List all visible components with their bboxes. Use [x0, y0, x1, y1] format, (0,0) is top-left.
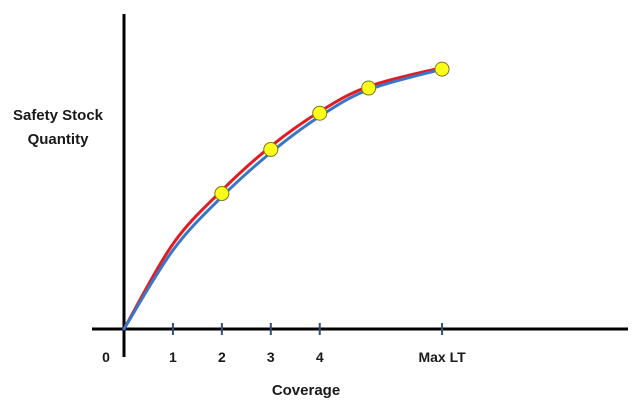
marker-4 [361, 80, 377, 96]
origin-label: 0 [102, 349, 110, 365]
y-axis-label: Safety Stock Quantity [4, 104, 112, 152]
x-tick-label-2: 2 [218, 349, 226, 365]
x-tick-label-3: 3 [267, 349, 275, 365]
x-tick-labels: 1 2 3 4 Max LT [169, 349, 466, 365]
x-tick-label-4: 4 [316, 349, 324, 365]
x-axis-label: Coverage [272, 382, 340, 399]
y-axis-label-line-2: Quantity [27, 131, 89, 148]
x-tick-label-5: Max LT [418, 349, 466, 365]
curves [122, 66, 444, 331]
x-tick-label-1: 1 [169, 349, 177, 365]
markers [214, 61, 450, 202]
marker-5 [434, 61, 450, 77]
marker-1 [214, 186, 230, 202]
x-ticks [171, 323, 444, 335]
marker-2 [263, 141, 279, 157]
y-axis-label-line-1: Safety Stock [12, 107, 104, 124]
curve-2 [122, 67, 444, 331]
curve-1 [122, 66, 444, 331]
marker-3 [312, 105, 328, 121]
